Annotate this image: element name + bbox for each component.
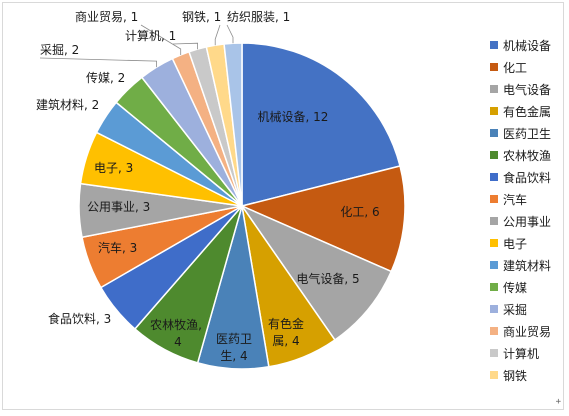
leader-line-14 xyxy=(140,24,182,55)
legend-item-16: 钢铁 xyxy=(490,364,564,386)
data-label-4: 有色金属, 4 xyxy=(268,316,304,348)
legend-item-14: 商业贸易 xyxy=(490,320,564,342)
data-label-17: 纺织服装, 1 xyxy=(227,10,290,24)
leader-line-16 xyxy=(214,24,221,46)
legend-swatch xyxy=(490,41,498,49)
legend-swatch xyxy=(490,239,498,247)
legend-label: 食品饮料 xyxy=(503,170,552,185)
legend-swatch xyxy=(490,85,498,93)
legend-item-2: 化工 xyxy=(490,56,564,78)
legend-item-1: 机械设备 xyxy=(490,34,564,56)
legend-label: 机械设备 xyxy=(503,38,552,53)
data-label-3: 电气设备, 5 xyxy=(296,271,359,286)
leader-line-17 xyxy=(226,24,234,44)
data-label-15: 计算机, 1 xyxy=(125,28,176,43)
legend-item-8: 汽车 xyxy=(490,188,564,210)
chart-frame: 机械设备, 12 化工, 6 电气设备, 5 有色金属, 4 医药卫生, 4 农林牧渔, … xyxy=(2,2,564,410)
data-label-1: 机械设备, 12 xyxy=(258,109,329,124)
data-label-13: 采掘, 2 xyxy=(40,42,79,57)
legend-swatch xyxy=(490,305,498,313)
legend-swatch xyxy=(490,283,498,291)
legend-label: 传媒 xyxy=(503,280,528,295)
legend-swatch xyxy=(490,327,498,335)
pie-slice-1[interactable] xyxy=(241,42,401,207)
pie-slice-3[interactable] xyxy=(239,204,393,341)
legend-item-7: 食品饮料 xyxy=(490,166,564,188)
legend-item-9: 公用事业 xyxy=(490,210,564,232)
data-label-16: 钢铁, 1 xyxy=(182,10,221,24)
legend-swatch xyxy=(490,217,498,225)
legend-label: 农林牧渔 xyxy=(503,148,552,163)
data-label-7: 食品饮料, 3 xyxy=(48,311,111,326)
data-label-8: 汽车, 3 xyxy=(98,240,137,255)
legend-swatch xyxy=(490,107,498,115)
legend-label: 采掘 xyxy=(503,302,528,317)
data-label-2: 化工, 6 xyxy=(340,205,379,219)
data-label-9: 公用事业, 3 xyxy=(87,200,150,214)
legend-label: 电子 xyxy=(503,236,528,251)
legend-swatch xyxy=(490,129,498,137)
legend-item-10: 电子 xyxy=(490,232,564,254)
legend-label: 有色金属 xyxy=(503,104,552,119)
legend: 机械设备化工电气设备有色金属医药卫生农林牧渔食品饮料汽车公用事业电子建筑材料传媒… xyxy=(490,34,564,386)
legend-label: 商业贸易 xyxy=(503,324,552,339)
pie-slice-17[interactable] xyxy=(223,42,243,207)
legend-label: 化工 xyxy=(503,60,528,75)
legend-swatch xyxy=(490,371,498,379)
legend-swatch xyxy=(490,261,498,269)
data-label-12: 传媒, 2 xyxy=(86,70,125,85)
legend-item-12: 传媒 xyxy=(490,276,564,298)
legend-label: 公用事业 xyxy=(503,214,552,229)
legend-item-5: 医药卫生 xyxy=(490,122,564,144)
legend-label: 建筑材料 xyxy=(503,258,552,273)
leader-line-13 xyxy=(39,57,158,68)
legend-label: 汽车 xyxy=(503,192,528,207)
data-label-11: 建筑材料, 2 xyxy=(36,97,99,112)
pie-slice-2[interactable] xyxy=(239,165,406,273)
legend-swatch xyxy=(490,195,498,203)
legend-swatch xyxy=(490,63,498,71)
data-label-5: 医药卫生, 4 xyxy=(216,332,252,363)
legend-label: 计算机 xyxy=(503,346,540,361)
legend-item-15: 计算机 xyxy=(490,342,564,364)
pie-chart: 机械设备, 12 化工, 6 电气设备, 5 有色金属, 4 医药卫生, 4 农林牧渔, … xyxy=(36,9,406,370)
legend-swatch xyxy=(490,173,498,181)
legend-item-6: 农林牧渔 xyxy=(490,144,564,166)
legend-item-13: 采掘 xyxy=(490,298,564,320)
legend-item-4: 有色金属 xyxy=(490,100,564,122)
legend-label: 医药卫生 xyxy=(503,126,552,141)
legend-item-11: 建筑材料 xyxy=(490,254,564,276)
legend-swatch xyxy=(490,349,498,357)
data-label-10: 电子, 3 xyxy=(94,161,133,175)
legend-label: 钢铁 xyxy=(503,368,528,383)
legend-label: 电气设备 xyxy=(503,82,552,97)
leader-line-15 xyxy=(172,42,199,50)
data-label-14: 商业贸易, 1 xyxy=(75,9,138,24)
legend-item-3: 电气设备 xyxy=(490,78,564,100)
legend-swatch xyxy=(490,151,498,159)
data-label-6: 农林牧渔, 4 xyxy=(150,318,202,349)
resize-handle-icon[interactable]: + xyxy=(555,397,561,407)
